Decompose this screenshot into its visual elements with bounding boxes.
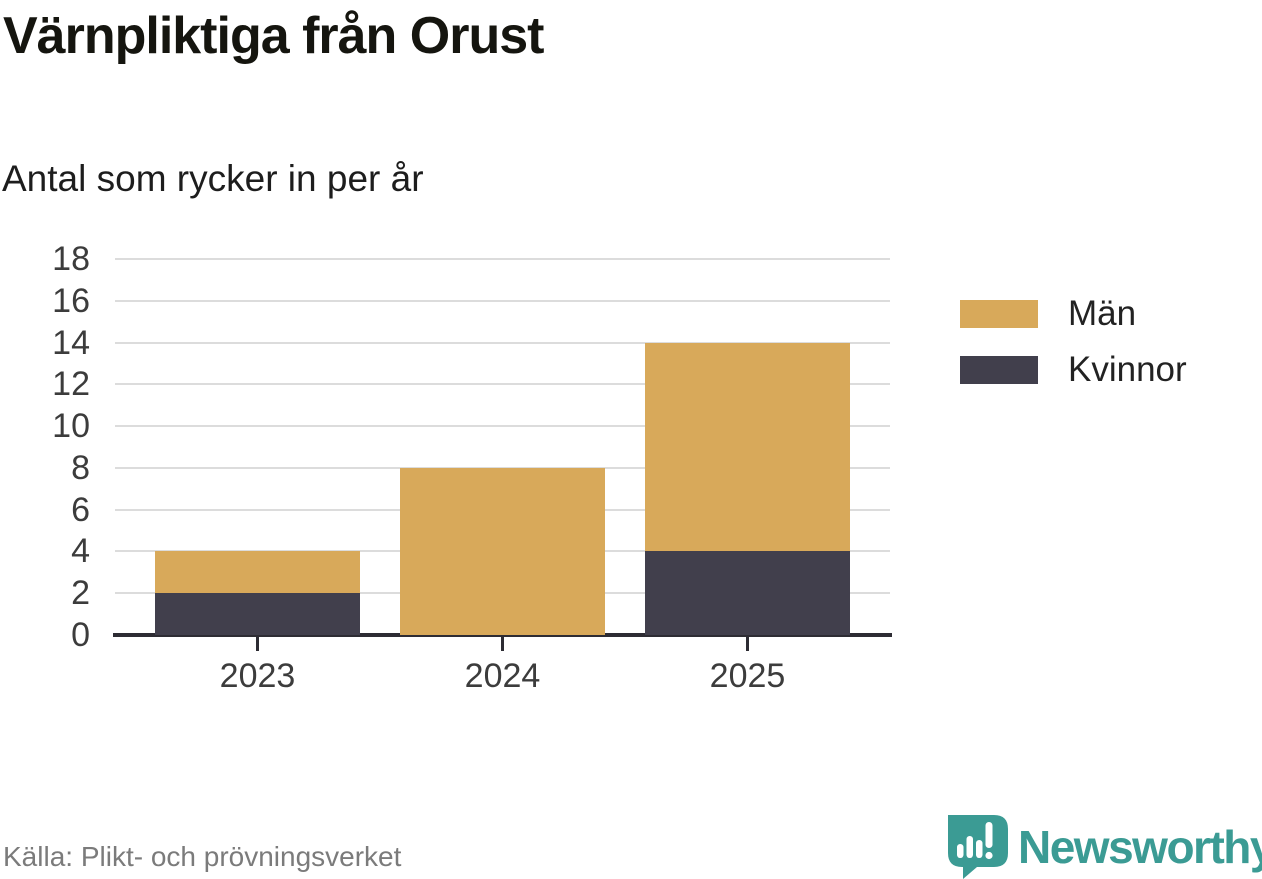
y-gridline: [115, 383, 890, 386]
bar-segment-kvinnor: [155, 593, 360, 635]
y-axis-tick-label: 2: [71, 574, 90, 613]
legend-swatch-män: [960, 300, 1038, 328]
y-axis-tick-label: 8: [71, 448, 90, 487]
y-axis-tick-label: 12: [52, 365, 90, 404]
chart-subtitle: Antal som rycker in per år: [2, 158, 424, 199]
bar-segment-män: [155, 551, 360, 594]
newsworthy-bubble-chart-icon: [948, 815, 1008, 879]
y-axis-tick-label: 0: [71, 616, 90, 654]
y-gridline: [115, 258, 890, 260]
chart-title: Värnpliktiga från Orust: [3, 7, 544, 65]
x-axis-tick: [501, 637, 504, 651]
y-axis-tick-label: 6: [71, 490, 90, 529]
source-note: Källa: Plikt- och prövningsverket: [3, 841, 402, 872]
y-axis-tick-label: 18: [52, 240, 90, 278]
y-axis-tick-label: 4: [71, 532, 90, 571]
y-gridline: [115, 425, 890, 428]
x-axis-baseline: [113, 633, 892, 637]
x-axis-tick-label: 2025: [709, 657, 786, 695]
legend-swatch-kvinnor: [960, 356, 1038, 384]
legend-label: Kvinnor: [1068, 350, 1187, 389]
bar-segment-män: [400, 467, 605, 635]
x-axis-tick: [746, 637, 749, 651]
legend-label: Män: [1068, 294, 1137, 333]
bar-segment-kvinnor: [645, 551, 850, 635]
x-axis-tick: [256, 637, 259, 651]
y-axis-tick-label: 16: [52, 281, 90, 320]
x-axis-tick-label: 2023: [219, 657, 296, 695]
y-axis-tick-label: 10: [52, 407, 90, 446]
bar-segment-män: [645, 342, 850, 552]
newsworthy-logo-text: Newsworthy: [1018, 821, 1262, 873]
y-gridline: [115, 299, 890, 302]
newsworthy-logo: Newsworthy: [946, 811, 1262, 879]
y-gridline: [115, 341, 890, 344]
x-axis-tick-label: 2024: [464, 657, 541, 695]
y-axis-tick-label: 14: [52, 323, 90, 362]
